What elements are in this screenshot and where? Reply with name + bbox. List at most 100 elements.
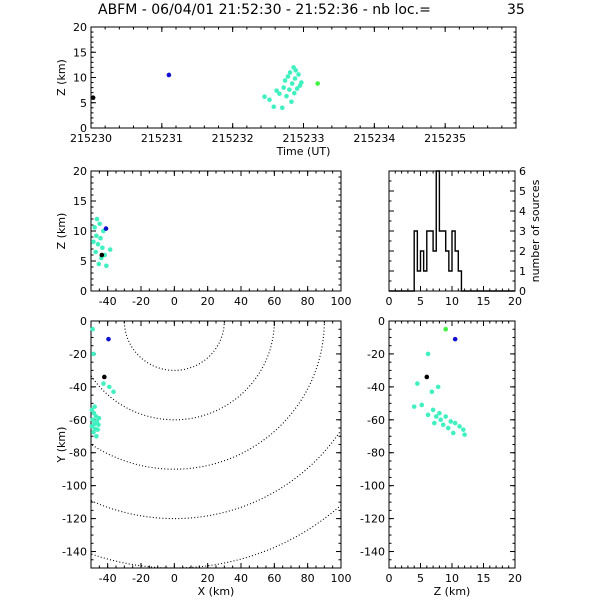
height-y-points	[411, 326, 467, 437]
y-tick-label: 20	[73, 165, 87, 178]
source-point	[315, 81, 320, 86]
source-point	[450, 430, 456, 436]
x-tick-label: 215232	[212, 132, 254, 145]
source-point	[90, 95, 96, 100]
x-tick-label: 15	[477, 295, 491, 308]
source-point	[94, 433, 99, 439]
source-point	[106, 336, 111, 342]
source-point	[274, 88, 279, 93]
source-point	[452, 336, 458, 342]
x-tick-label: 10	[445, 295, 459, 308]
x-tick-label: 100	[331, 572, 352, 585]
y-tick-label: 5	[519, 185, 526, 198]
source-point	[279, 105, 285, 111]
source-point	[294, 86, 300, 91]
x-tick-label: 20	[508, 295, 522, 308]
y-tick-label: -100	[360, 480, 385, 493]
y-tick-label: 10	[73, 72, 87, 85]
y-tick-label: 0	[80, 285, 87, 298]
plan-view-frame	[90, 320, 342, 569]
x-tick-label: 5	[417, 572, 424, 585]
x-axis-label: Z (km)	[434, 585, 471, 598]
source-point	[166, 72, 172, 78]
x-axis-label: X (km)	[198, 585, 235, 598]
source-point	[287, 70, 293, 75]
x-tick-label: 60	[267, 295, 281, 308]
source-point	[299, 80, 304, 85]
source-count: 35	[507, 2, 525, 18]
source-point	[91, 239, 96, 245]
source-point	[457, 424, 462, 429]
y-axis-label: Y (km)	[55, 427, 68, 464]
y-axis-label: Z (km)	[55, 59, 68, 96]
source-point	[435, 384, 441, 390]
x-tick-label: 20	[508, 572, 522, 585]
y-tick-label: -60	[69, 414, 87, 427]
y-tick-label: 15	[73, 46, 87, 59]
time-height-axes	[90, 26, 517, 129]
y-tick-label: -40	[367, 381, 385, 394]
source-point	[104, 263, 109, 269]
x-tick-label: 0	[386, 572, 393, 585]
x-tick-label: 5	[417, 295, 424, 308]
source-point	[90, 326, 95, 332]
source-point	[101, 381, 106, 386]
source-point	[438, 417, 443, 423]
source-point	[287, 87, 292, 92]
x-tick-label: 215234	[353, 132, 395, 145]
y-tick-label: -140	[360, 546, 385, 559]
source-point	[281, 85, 286, 90]
source-point	[89, 407, 95, 413]
source-point	[94, 216, 100, 222]
source-point	[296, 72, 301, 77]
source-point	[94, 233, 99, 239]
source-point	[419, 402, 425, 408]
source-point	[96, 261, 102, 267]
source-point	[111, 389, 116, 395]
x-tick-label: 40	[234, 295, 248, 308]
y-tick-label: -140	[62, 546, 87, 559]
x-axis-label: Time (UT)	[276, 145, 331, 158]
source-point	[102, 374, 107, 380]
y-tick-label: 1	[519, 265, 526, 278]
y-tick-label: 6	[519, 165, 526, 178]
y-tick-label: 4	[519, 205, 526, 218]
source-point	[89, 424, 95, 429]
x-tick-label: -20	[132, 572, 150, 585]
plan-view-points	[89, 326, 116, 439]
source-point	[99, 252, 105, 258]
y-tick-label: 0	[80, 315, 87, 328]
chart-title: ABFM - 06/04/01 21:52:30 - 21:52:36 - nb…	[98, 2, 431, 18]
source-point	[267, 97, 272, 103]
x-tick-label: 215233	[283, 132, 325, 145]
source-point	[284, 93, 289, 99]
y-tick-label: 0	[378, 315, 385, 328]
title-bar: ABFM - 06/04/01 21:52:30 - 21:52:36 - nb…	[0, 2, 600, 22]
y-tick-label: 5	[80, 255, 87, 268]
x-tick-label: 215231	[141, 132, 183, 145]
x-tick-label: 80	[301, 572, 315, 585]
time-height-points	[90, 65, 320, 111]
y-axis-label: Z (km)	[55, 213, 68, 250]
y-tick-label: -100	[62, 480, 87, 493]
source-point	[262, 94, 267, 99]
x-height-points	[91, 216, 113, 269]
source-point	[92, 225, 97, 230]
x-tick-label: 0	[386, 295, 393, 308]
time-height-frame	[90, 26, 517, 129]
x-tick-label: 40	[234, 572, 248, 585]
plan-view-axes	[90, 320, 342, 569]
y-tick-label: -40	[69, 381, 87, 394]
source-point	[445, 425, 451, 431]
source-point	[443, 326, 449, 332]
height-y-axes	[388, 320, 516, 569]
source-point	[91, 429, 96, 435]
source-point	[95, 241, 101, 247]
x-tick-label: 215230	[70, 132, 112, 145]
source-point	[95, 427, 100, 432]
source-point	[98, 235, 103, 241]
y-tick-label: 0	[80, 122, 87, 135]
source-point	[91, 351, 96, 357]
source-point	[461, 427, 466, 432]
